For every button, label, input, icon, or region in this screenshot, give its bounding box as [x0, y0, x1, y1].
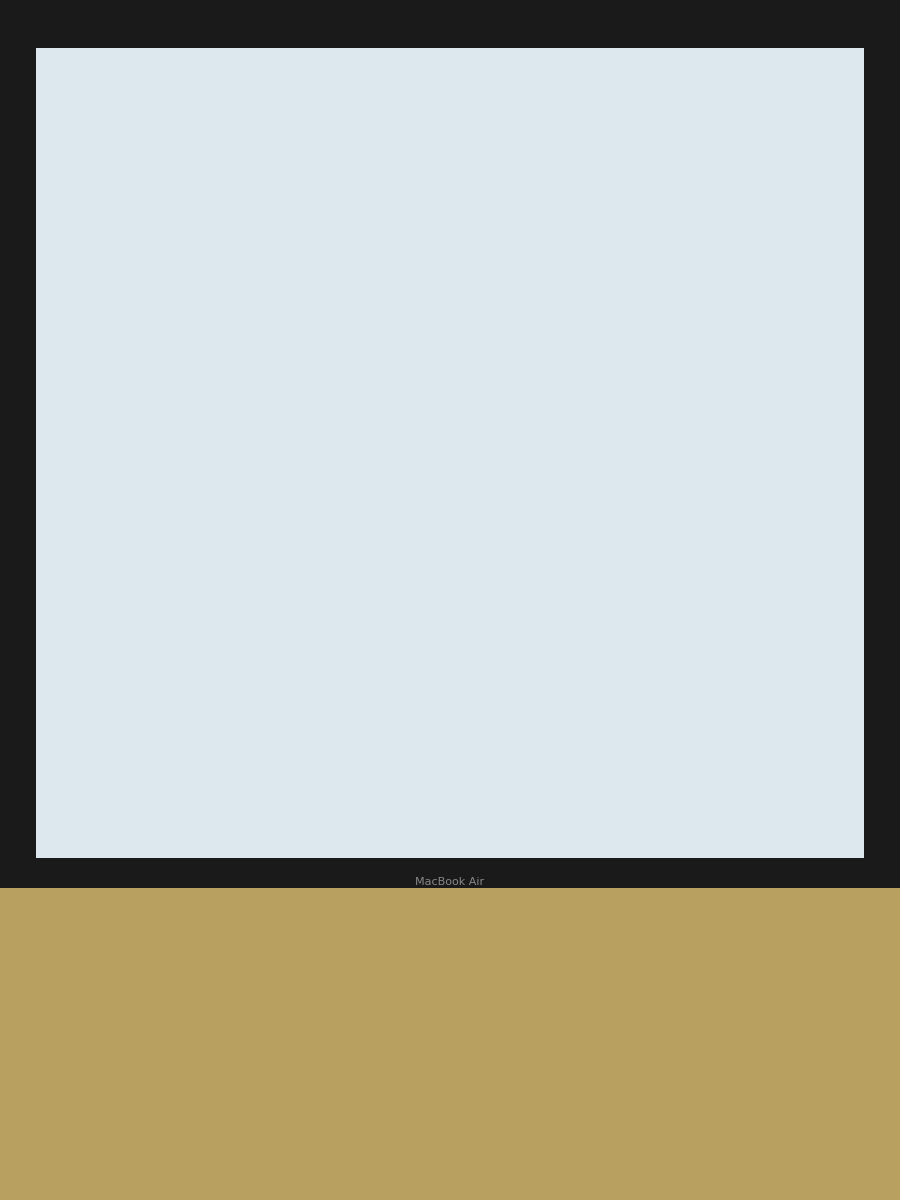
Text: F7: F7 [288, 913, 298, 923]
Text: with water (density ρ) that reaches heights H ed h in the two: with water (density ρ) that reaches heig… [165, 230, 671, 248]
Text: O: O [485, 1026, 495, 1038]
Text: F10: F10 [592, 913, 608, 923]
Bar [564, 905, 636, 931]
Bar [86, 905, 158, 931]
Text: DII: DII [373, 908, 383, 918]
Text: arms. The force that the water exerts on T is equal to:: arms. The force that the water exerts on… [165, 280, 615, 298]
Text: 33.: 33. [82, 82, 115, 101]
Text: (: ( [291, 959, 295, 968]
Ellipse shape [406, 386, 419, 415]
Text: F8: F8 [373, 917, 383, 926]
Text: T: T [454, 262, 464, 280]
Bar [481, 251, 552, 290]
Text: =: = [486, 959, 494, 968]
Bar [560, 1012, 640, 1052]
Text: D.: D. [82, 659, 101, 677]
Text: Q: Q [35, 908, 40, 918]
Text: T: T [34, 1026, 42, 1038]
Bar [2, 905, 74, 931]
Text: %: % [33, 959, 42, 968]
Text: 9: 9 [374, 970, 382, 980]
Bar [0, 1012, 78, 1052]
Text: F5: F5 [117, 913, 127, 923]
Text: F4: F4 [33, 917, 43, 926]
Text: F9: F9 [485, 917, 495, 926]
Bar [664, 953, 736, 986]
Bar [342, 905, 414, 931]
Text: ρg(H–h), downwards: ρg(H–h), downwards [148, 481, 327, 499]
Text: S: S [431, 394, 441, 408]
Text: H: H [225, 264, 237, 280]
Text: ): ) [376, 959, 380, 968]
Bar [564, 953, 636, 986]
Text: E.: E. [82, 718, 98, 736]
Bar [225, 1012, 305, 1052]
Bar [454, 905, 526, 931]
Text: U: U [260, 1026, 270, 1038]
Text: C.: C. [82, 600, 99, 618]
Text: ρgh, upwards: ρgh, upwards [148, 541, 266, 559]
Text: A pipe with constant cross–sectional area S is bent into a: A pipe with constant cross–sectional are… [165, 82, 638, 100]
Text: ρgHS, upwards: ρgHS, upwards [148, 600, 279, 618]
Bar [338, 1012, 418, 1052]
Text: Y: Y [146, 1026, 154, 1038]
Text: 0: 0 [487, 970, 493, 980]
Text: A.: A. [82, 481, 99, 499]
Text: ρg(H–h)S, upwards: ρg(H–h)S, upwards [148, 718, 312, 736]
Text: ^: ^ [696, 965, 704, 974]
Bar [257, 905, 329, 931]
Bar [2, 953, 74, 986]
Text: 7: 7 [204, 970, 212, 980]
Bar [670, 1012, 750, 1052]
Text: B.: B. [82, 541, 99, 559]
Text: DD: DD [484, 908, 496, 918]
Text: I: I [376, 1026, 380, 1038]
Text: /: / [206, 959, 210, 968]
Text: F6: F6 [202, 913, 213, 923]
Text: 5: 5 [34, 970, 41, 980]
Text: h: h [590, 350, 598, 365]
Bar [257, 953, 329, 986]
Text: P: P [596, 1026, 604, 1038]
Text: F11: F11 [692, 913, 707, 923]
Bar [454, 953, 526, 986]
Text: 8: 8 [290, 970, 297, 980]
Bar [664, 905, 736, 931]
Bar [110, 1012, 190, 1052]
Text: U–shape. One side of the pipe is open whereas the other: U–shape. One side of the pipe is open wh… [165, 131, 636, 149]
Text: &: & [118, 959, 126, 968]
Text: ?: ? [598, 965, 603, 974]
Text: one is closed by a cap T (as in the figure). The pipe is filled: one is closed by a cap T (as in the figu… [165, 180, 654, 198]
Bar [450, 1012, 530, 1052]
Text: 6: 6 [119, 970, 125, 980]
Bar [172, 905, 244, 931]
Bar [342, 953, 414, 986]
Bar [172, 953, 244, 986]
Text: ρg(H+h), downwards: ρg(H+h), downwards [148, 659, 332, 677]
Text: é: é [706, 1026, 714, 1038]
Bar [86, 953, 158, 986]
